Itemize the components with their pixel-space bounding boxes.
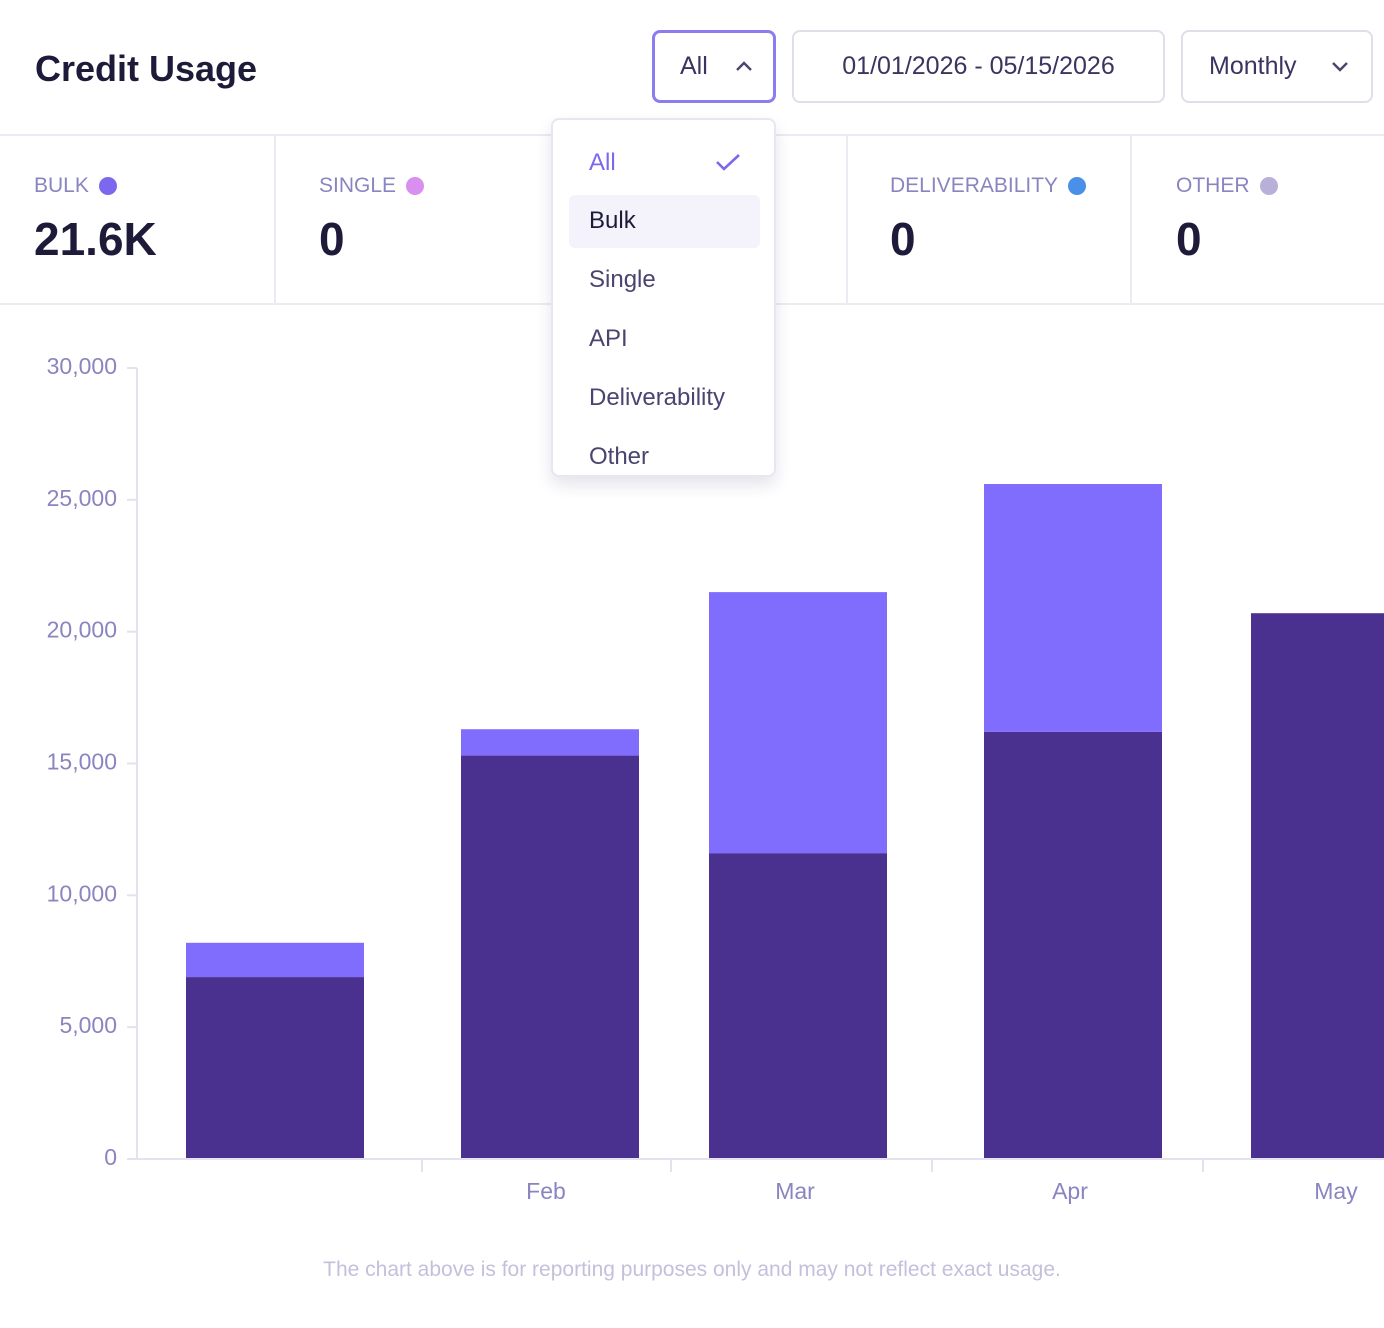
stat-label: OTHER: [1176, 174, 1278, 198]
chevron-down: [1332, 62, 1348, 72]
y-tick-label: 25,000: [47, 485, 117, 511]
stat-label-text: DELIVERABILITY: [890, 174, 1059, 197]
stat-value: 0: [319, 213, 345, 265]
period-value: Monthly: [1209, 52, 1297, 80]
page-title: Credit Usage: [35, 48, 258, 89]
y-tick-label: 5,000: [59, 1012, 117, 1038]
dropdown-item[interactable]: Bulk: [569, 194, 760, 248]
y-tick-label: 20,000: [47, 617, 117, 643]
caret-up: [736, 61, 752, 71]
dropdown-item-label: Deliverability: [589, 383, 726, 411]
stat-cell: SINGLE 0: [275, 136, 562, 303]
stat-dot: [98, 177, 117, 195]
dropdown-item-label: Other: [589, 442, 650, 470]
stat-dot: [1068, 177, 1087, 195]
x-tick-label: Mar: [775, 1178, 815, 1204]
footnote: The chart above is for reporting purpose…: [323, 1258, 1061, 1281]
stat-cell: BULK 21.6K: [0, 136, 276, 303]
bar-segment: [709, 853, 887, 1159]
bar-segment: [1251, 613, 1384, 1159]
bar-segment: [709, 592, 887, 854]
bar-segment: [984, 731, 1162, 1159]
stat-label-text: SINGLE: [319, 174, 397, 197]
x-tick-label: May: [1314, 1178, 1358, 1204]
dropdown-item[interactable]: Single: [569, 254, 760, 307]
y-tick-label: 0: [104, 1144, 117, 1170]
dropdown-item[interactable]: Deliverability: [569, 371, 760, 424]
dropdown-item-label: Bulk: [589, 207, 636, 235]
dropdown-item-label: Single: [589, 266, 656, 294]
x-tick-label: Apr: [1052, 1178, 1088, 1204]
check-icon: [716, 154, 740, 171]
stat-cell: [561, 136, 848, 303]
y-tick-label: 15,000: [47, 749, 117, 775]
stat-label: DELIVERABILITY: [890, 174, 1087, 198]
date-range-value: 01/01/2026 - 05/15/2026: [842, 52, 1115, 80]
stat-dot: [406, 177, 425, 195]
dropdown-item-label: All: [589, 148, 616, 176]
dropdown-menu: All Bulk Single API Deliverability Other: [551, 118, 776, 477]
dropdown-item-label: API: [589, 324, 628, 352]
stat-value: 21.6K: [34, 213, 157, 265]
stat-label-text: OTHER: [1176, 174, 1250, 197]
filter-select[interactable]: All: [652, 30, 776, 103]
stat-label: BULK: [34, 174, 117, 198]
bar-segment: [461, 755, 639, 1159]
bar-segment: [186, 977, 364, 1159]
y-tick-label: 10,000: [47, 880, 117, 906]
dropdown-item[interactable]: API: [569, 312, 760, 365]
stat-label: SINGLE: [319, 174, 425, 198]
filter-value: All: [680, 52, 708, 80]
bar-segment: [186, 942, 364, 978]
period-select[interactable]: Monthly: [1181, 30, 1373, 103]
stat-dot: [1259, 177, 1278, 195]
date-range[interactable]: 01/01/2026 - 05/15/2026: [792, 30, 1165, 103]
stat-value: 0: [1176, 213, 1202, 265]
x-tick-label: Feb: [526, 1178, 566, 1204]
stat-cell: DELIVERABILITY 0: [847, 136, 1132, 303]
dropdown-item[interactable]: All: [569, 136, 760, 189]
stat-cell: OTHER 0: [1131, 136, 1384, 303]
stat-label-text: BULK: [34, 174, 89, 197]
stat-value: 0: [890, 213, 916, 265]
bar-segment: [461, 729, 639, 756]
y-tick-label: 30,000: [47, 353, 117, 379]
check-stroke: [716, 154, 740, 171]
bar-segment: [984, 484, 1162, 732]
dropdown-item[interactable]: Other: [569, 430, 760, 475]
